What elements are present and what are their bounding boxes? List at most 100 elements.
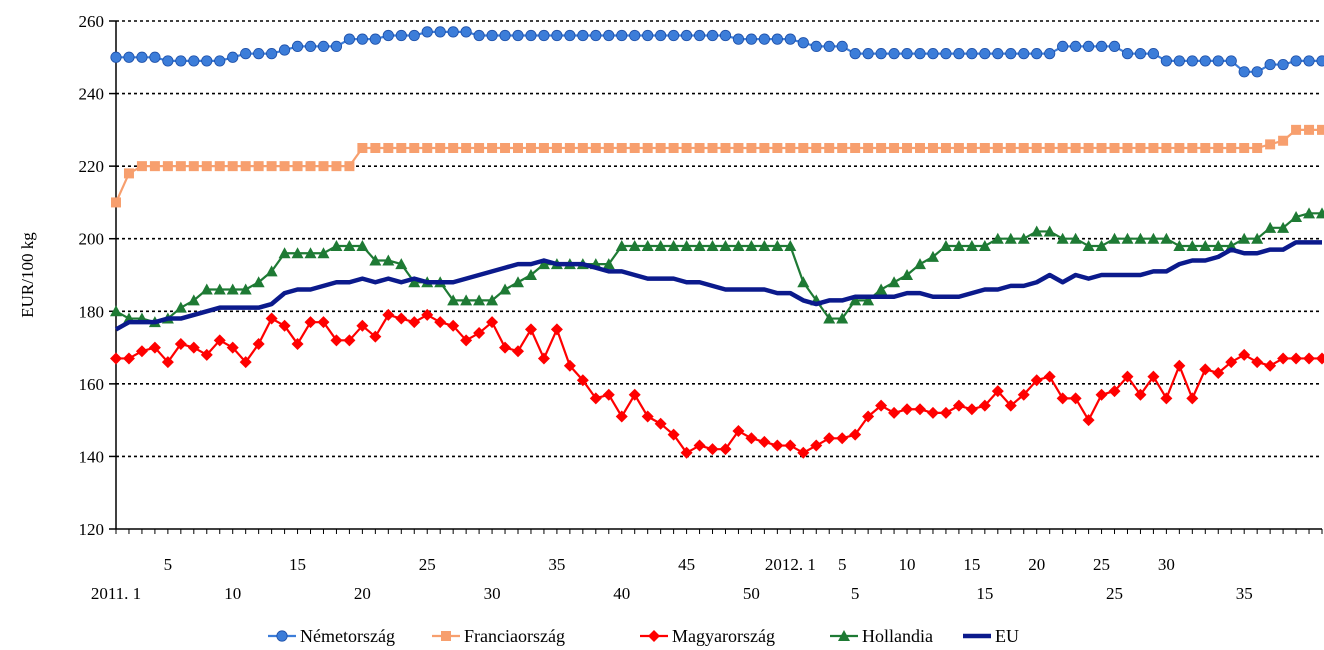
data-point-franciaorszag xyxy=(513,143,523,153)
data-point-nemetorszag xyxy=(486,29,498,42)
data-point-franciaorszag xyxy=(435,143,446,153)
data-point-franciaorszag xyxy=(266,161,277,172)
data-point-nemetorszag xyxy=(706,29,719,42)
legend-item-nemetorszag: Németország xyxy=(268,626,395,646)
x-tick-label-upper: 15 xyxy=(289,555,306,574)
data-point-magyarorszag xyxy=(135,345,148,358)
data-point-franciaorszag xyxy=(811,143,822,153)
data-point-magyarorszag xyxy=(991,385,1004,398)
data-point-nemetorszag xyxy=(966,48,978,60)
data-point-nemetorszag xyxy=(564,29,576,42)
data-point-nemetorszag xyxy=(330,40,343,53)
data-point-nemetorszag xyxy=(291,40,304,53)
data-point-nemetorszag xyxy=(278,44,291,56)
data-point-nemetorszag xyxy=(149,51,161,63)
x-tick-label-lower: 30 xyxy=(484,584,501,603)
data-point-franciaorszag xyxy=(1161,143,1172,153)
data-point-magyarorszag xyxy=(486,316,499,329)
data-point-franciaorszag xyxy=(1174,143,1185,153)
data-point-nemetorszag xyxy=(1290,55,1302,67)
data-point-franciaorszag xyxy=(1291,124,1302,135)
data-point-magyarorszag xyxy=(576,374,589,387)
data-point-nemetorszag xyxy=(408,29,420,42)
data-point-magyarorszag xyxy=(369,330,382,343)
legend-swatch-marker xyxy=(441,631,451,641)
data-point-hollandia xyxy=(187,294,200,306)
data-point-magyarorszag xyxy=(447,319,460,332)
data-point-magyarorszag xyxy=(732,425,745,438)
data-point-magyarorszag xyxy=(797,446,810,459)
data-point-magyarorszag xyxy=(1017,388,1030,401)
data-point-franciaorszag xyxy=(1239,143,1250,153)
x-tick-label-lower: 15 xyxy=(976,584,993,603)
data-point-hollandia xyxy=(784,239,797,251)
series-hollandia xyxy=(110,207,1324,328)
data-point-nemetorszag xyxy=(123,51,135,63)
data-point-magyarorszag xyxy=(771,439,784,452)
data-point-franciaorszag xyxy=(214,161,225,172)
data-point-hollandia xyxy=(654,239,667,251)
data-point-franciaorszag xyxy=(564,143,575,153)
data-point-franciaorszag xyxy=(785,143,796,153)
data-point-magyarorszag xyxy=(317,316,330,329)
data-point-franciaorszag xyxy=(824,143,835,153)
data-point-nemetorszag xyxy=(836,40,848,53)
data-point-nemetorszag xyxy=(447,26,459,38)
y-tick-label: 160 xyxy=(79,375,105,394)
data-point-franciaorszag xyxy=(668,143,679,153)
data-point-nemetorszag xyxy=(914,48,926,60)
data-point-franciaorszag xyxy=(927,143,938,153)
data-point-franciaorszag xyxy=(383,143,394,153)
data-point-magyarorszag xyxy=(563,359,576,372)
x-tick-label-lower: 10 xyxy=(224,584,241,603)
legend-item-hollandia: Hollandia xyxy=(830,626,933,646)
data-point-magyarorszag xyxy=(888,406,901,419)
data-point-magyarorszag xyxy=(187,341,200,354)
data-point-magyarorszag xyxy=(110,352,122,365)
data-point-hollandia xyxy=(408,276,421,288)
x-tick-label-lower: 40 xyxy=(613,584,630,603)
data-point-hollandia xyxy=(330,239,343,251)
data-point-nemetorszag xyxy=(136,51,148,63)
data-point-franciaorszag xyxy=(331,161,342,172)
data-point-nemetorszag xyxy=(758,33,770,45)
data-point-magyarorszag xyxy=(1004,399,1017,412)
data-point-franciaorszag xyxy=(1031,143,1042,153)
data-point-nemetorszag xyxy=(214,55,226,67)
x-tick-label-upper: 20 xyxy=(1028,555,1045,574)
data-point-magyarorszag xyxy=(784,439,797,452)
data-point-hollandia xyxy=(641,239,654,251)
data-point-franciaorszag xyxy=(1122,143,1133,153)
data-point-magyarorszag xyxy=(252,337,265,350)
legend-label: Franciaország xyxy=(464,626,565,646)
data-point-nemetorszag xyxy=(1212,55,1224,67)
data-point-hollandia xyxy=(512,276,524,288)
data-point-magyarorszag xyxy=(1095,388,1108,401)
data-point-hollandia xyxy=(1316,207,1324,219)
data-point-magyarorszag xyxy=(615,410,628,423)
data-point-nemetorszag xyxy=(1057,40,1069,53)
data-point-hollandia xyxy=(343,239,356,251)
y-tick-label: 140 xyxy=(79,447,105,466)
series-line-franciaorszag xyxy=(114,128,1322,203)
data-point-magyarorszag xyxy=(1121,370,1134,383)
data-point-nemetorszag xyxy=(343,33,356,45)
data-point-franciaorszag xyxy=(188,161,199,172)
data-point-magyarorszag xyxy=(952,399,965,412)
data-point-nemetorszag xyxy=(992,48,1004,60)
data-point-magyarorszag xyxy=(1147,370,1160,383)
y-tick-label: 220 xyxy=(79,157,105,176)
data-point-hollandia xyxy=(1199,239,1212,251)
data-point-franciaorszag xyxy=(759,143,770,153)
legend-label: Hollandia xyxy=(862,626,933,646)
data-point-nemetorszag xyxy=(499,29,511,42)
data-point-franciaorszag xyxy=(902,143,913,153)
data-point-nemetorszag xyxy=(668,29,680,42)
data-point-hollandia xyxy=(732,239,745,251)
data-point-nemetorszag xyxy=(823,40,835,53)
data-point-magyarorszag xyxy=(1082,414,1095,427)
data-point-hollandia xyxy=(914,258,926,270)
data-point-nemetorszag xyxy=(1134,48,1147,60)
data-point-nemetorszag xyxy=(304,40,317,53)
data-point-nemetorszag xyxy=(317,40,330,53)
